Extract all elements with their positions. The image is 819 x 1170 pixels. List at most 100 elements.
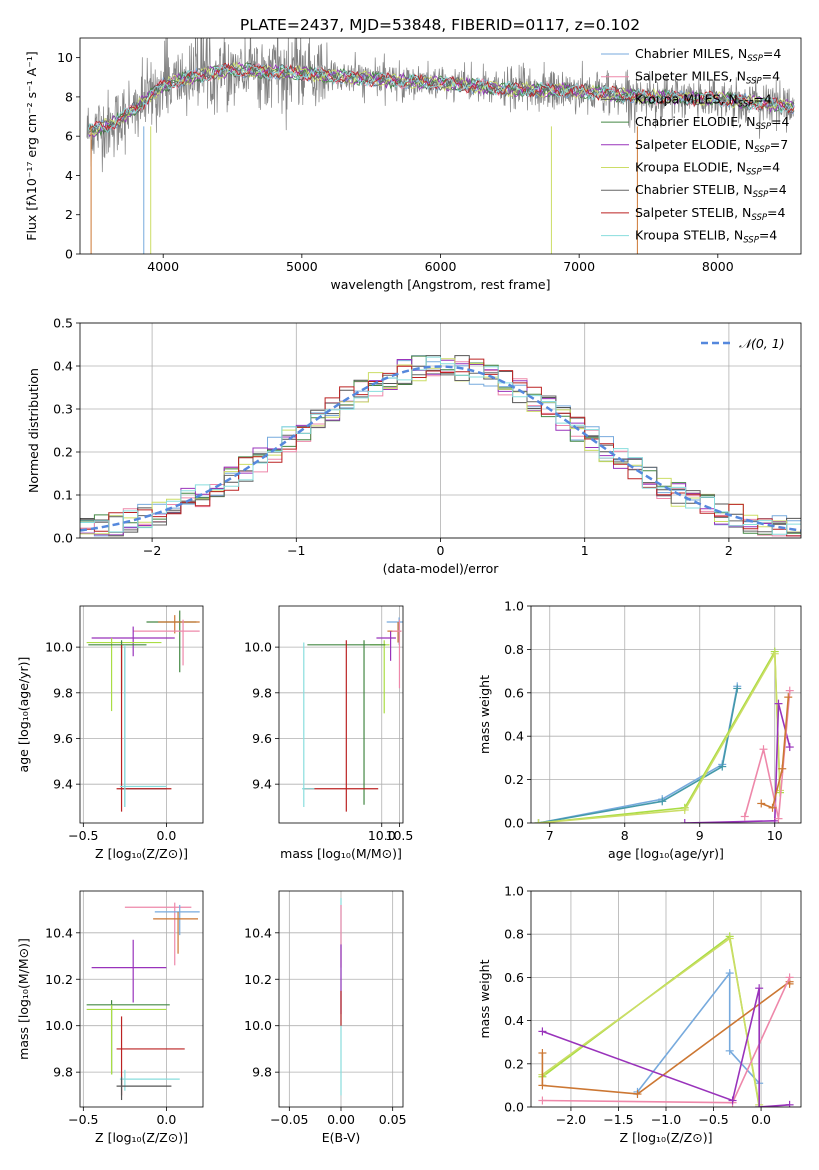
x-tick-label: −0.5 <box>68 828 98 843</box>
x-tick-label: −0.5 <box>698 1112 728 1127</box>
y-tick-label: 1.0 <box>504 599 524 614</box>
x-tick-label: 8 <box>621 828 629 843</box>
y-tick-label: 6 <box>65 129 73 144</box>
legend-entry: Salpeter ELODIE, NSSP=7 <box>635 137 788 155</box>
y-tick-label: 0.2 <box>504 772 524 787</box>
y-tick-label: 10.0 <box>45 640 73 655</box>
y-tick-label: 0.8 <box>504 927 524 942</box>
y-tick-label: 10.2 <box>45 972 73 987</box>
model-spectrum-line <box>88 61 795 136</box>
y-axis-label: mass weight <box>477 959 492 1038</box>
weight-line <box>538 648 781 823</box>
weight-line <box>541 937 760 1105</box>
y-axis-label: mass [log₁₀(M/M⊙)] <box>16 938 31 1060</box>
weight-line <box>538 650 781 823</box>
legend-entry: Chabrier MILES, NSSP=4 <box>635 46 781 64</box>
x-axis-label: wavelength [Angstrom, rest frame] <box>330 277 550 292</box>
axes-frame <box>278 605 404 824</box>
weight-vs-age-panel: 7 8 9 10 0.0 0.2 0.4 0.6 0.8 1.0 age [log₁₀(age/yr… <box>477 599 802 861</box>
x-axis-label: Z [log₁₀(Z/Z⊙)] <box>95 846 188 861</box>
x-tick-label: 0.0 <box>156 1112 176 1127</box>
model-spectrum-line <box>87 63 795 134</box>
y-tick-label: 0.5 <box>53 316 73 331</box>
y-tick-label: 9.8 <box>252 685 272 700</box>
mass-vs-metallicity-panel: −0.5 0.0 9.8 10.0 10.2 10.4 Z [log₁₀(Z/Z⊙)] mas… <box>16 890 204 1145</box>
model-spectrum-line <box>88 63 795 131</box>
y-tick-label: 0.6 <box>504 685 524 700</box>
y-tick-label: 0.8 <box>504 642 524 657</box>
axes-frame <box>79 605 204 824</box>
y-tick-label: 9.6 <box>53 731 73 746</box>
x-tick-label: 0.00 <box>327 1112 355 1127</box>
axes-frame <box>79 890 204 1108</box>
plot-area <box>538 932 794 1107</box>
x-tick-label: 10 <box>767 828 783 843</box>
y-tick-label: 0.1 <box>53 488 73 503</box>
y-tick-label: 10.4 <box>244 925 272 940</box>
weight-line <box>541 934 760 1107</box>
y-tick-label: 0 <box>65 247 73 262</box>
axes-frame <box>530 605 802 824</box>
y-tick-label: 9.4 <box>252 777 272 792</box>
plot-area <box>86 610 200 812</box>
model-spectrum-line <box>87 61 795 138</box>
y-tick-label: 0.4 <box>53 359 73 374</box>
weight-line <box>538 688 739 823</box>
normal-reference-curve <box>80 365 801 532</box>
y-tick-label: 2 <box>65 207 73 222</box>
y-tick-label: 0.0 <box>504 816 524 831</box>
legend-entry: Chabrier STELIB, NSSP=4 <box>635 182 787 200</box>
y-tick-label: 0.0 <box>504 1100 524 1115</box>
x-axis-label: Z [log₁₀(Z/Z⊙)] <box>620 1130 713 1145</box>
y-axis-label: Normed distribution <box>26 368 41 493</box>
weight-vs-metallicity-panel: −2.0 −1.5 −1.0 −0.5 0.0 0.0 0.2 0.4 0.6 0.8 1.0 Z [… <box>477 884 802 1145</box>
x-tick-label: 5000 <box>286 259 318 274</box>
x-tick-label: 9 <box>696 828 704 843</box>
plot-area <box>86 38 795 254</box>
y-tick-label: 0.6 <box>504 970 524 985</box>
y-tick-label: 10.0 <box>45 1018 73 1033</box>
y-tick-label: 9.6 <box>252 731 272 746</box>
x-tick-label: −1.0 <box>651 1112 681 1127</box>
x-tick-label: −1 <box>287 543 305 558</box>
y-axis-label: Flux [fλ10⁻¹⁷ erg cm⁻² s⁻¹ A⁻¹] <box>24 51 39 240</box>
x-axis-label: E(B-V) <box>322 1130 361 1145</box>
x-tick-label: 0.0 <box>156 828 176 843</box>
age-vs-metallicity-panel: −0.5 0.0 9.4 9.6 9.8 10.0 Z [log₁₀(Z/Z⊙)] age [… <box>16 605 204 861</box>
x-tick-label: 10.5 <box>386 828 414 843</box>
y-tick-label: 0.0 <box>53 531 73 546</box>
plot-area <box>302 617 403 812</box>
x-tick-label: 10.0 <box>368 828 396 843</box>
y-tick-label: 9.4 <box>53 777 73 792</box>
x-tick-label: 7 <box>546 828 554 843</box>
y-tick-label: 10.0 <box>244 1018 272 1033</box>
model-spectrum-line <box>88 62 795 134</box>
y-tick-label: 0.4 <box>504 1013 524 1028</box>
x-tick-label: 0.05 <box>379 1112 407 1127</box>
legend-entry: Kroupa MILES, NSSP=4 <box>635 91 772 109</box>
y-tick-label: 10 <box>57 50 73 65</box>
y-tick-label: 10.2 <box>244 972 272 987</box>
y-tick-label: 0.2 <box>53 445 73 460</box>
x-axis-label: age [log₁₀(age/yr)] <box>608 846 724 861</box>
x-tick-label: 1 <box>581 543 589 558</box>
plot-area <box>534 647 794 823</box>
legend-entry: Chabrier ELODIE, NSSP=4 <box>635 114 790 132</box>
x-tick-label: 7000 <box>563 259 595 274</box>
legend-entry: 𝒩(0, 1) <box>739 336 785 351</box>
figure-title: PLATE=2437, MJD=53848, FIBERID=0117, z=0… <box>240 16 640 34</box>
x-tick-label: 2 <box>725 543 733 558</box>
legend-entry: Kroupa STELIB, NSSP=4 <box>635 228 777 246</box>
y-tick-label: 4 <box>65 168 73 183</box>
x-axis-label: mass [log₁₀(M/M⊙)] <box>280 846 402 861</box>
y-tick-label: 10.4 <box>45 925 73 940</box>
x-tick-label: −2 <box>143 543 161 558</box>
y-tick-label: 9.8 <box>252 1065 272 1080</box>
residual-histogram <box>80 356 801 535</box>
spectrum-panel: 4000 5000 6000 7000 8000 0 2 4 6 8 10 wavelength [A… <box>24 37 802 292</box>
y-tick-label: 0.2 <box>504 1056 524 1071</box>
y-tick-label: 0.4 <box>504 729 524 744</box>
weight-line <box>761 697 790 809</box>
legend-entry: Salpeter STELIB, NSSP=4 <box>635 205 785 223</box>
